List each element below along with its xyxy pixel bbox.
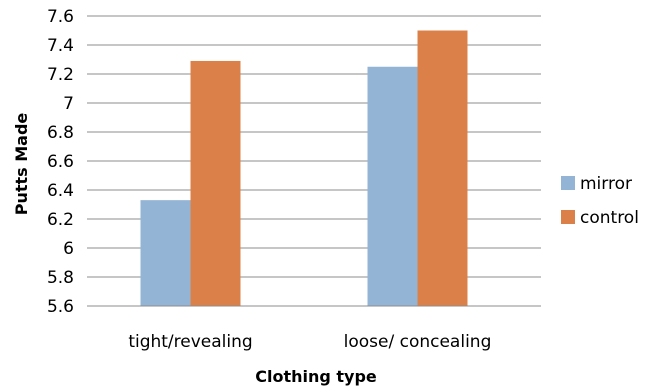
bar-mirror	[140, 200, 191, 306]
y-tick-label: 7.4	[47, 36, 74, 56]
y-tick-label: 6	[63, 239, 74, 259]
bar-mirror	[367, 66, 418, 306]
y-tick-label: 6.2	[47, 210, 74, 230]
x-category-label: tight/revealing	[128, 332, 252, 352]
y-tick-label: 7.2	[47, 65, 74, 85]
legend: mirror control	[561, 174, 639, 228]
y-tick-label: 6.6	[47, 152, 74, 172]
legend-swatch-mirror	[561, 176, 575, 190]
y-axis-title: Putts Made	[12, 113, 31, 216]
bar-control	[190, 60, 241, 307]
x-category-labels: tight/revealing loose/ concealing	[128, 332, 491, 352]
y-tick-labels: 5.6 5.8 6 6.2 6.4 6.6 6.8 7 7.2 7.4 7.6	[47, 7, 74, 317]
x-axis-title: Clothing type	[255, 367, 377, 386]
x-category-label: loose/ concealing	[344, 332, 492, 352]
bars	[140, 30, 468, 307]
legend-swatch-control	[561, 210, 575, 224]
y-tick-label: 5.6	[47, 297, 74, 317]
y-tick-label: 6.4	[47, 181, 74, 201]
bar-control	[417, 30, 468, 306]
legend-label-mirror: mirror	[580, 174, 632, 194]
y-tick-label: 7	[63, 94, 74, 114]
legend-label-control: control	[580, 208, 639, 228]
y-tick-label: 5.8	[47, 268, 74, 288]
y-tick-label: 7.6	[47, 7, 74, 27]
y-tick-label: 6.8	[47, 123, 74, 143]
